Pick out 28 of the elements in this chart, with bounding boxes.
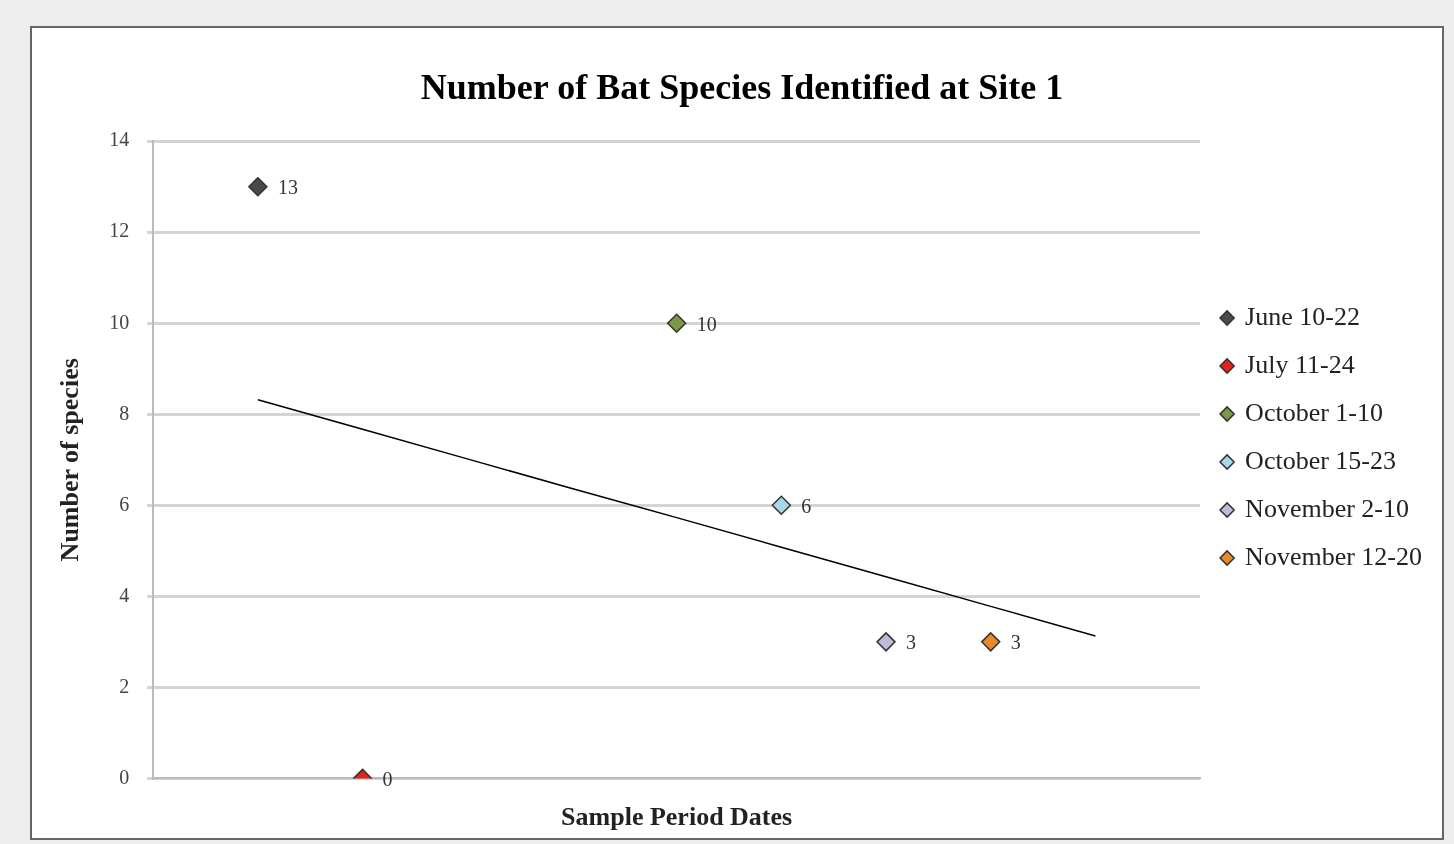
y-tick-label: 8 (119, 401, 130, 424)
point (248, 176, 268, 197)
y-tick-label: 0 (119, 765, 130, 788)
data-label: 13 (277, 175, 298, 198)
y-tick-label: 14 (109, 128, 130, 151)
x-axis-title: Sample Period Dates (561, 802, 793, 832)
legend-label: November 2-10 (1245, 493, 1410, 523)
point (771, 495, 792, 516)
data-label: 10 (696, 312, 717, 335)
point (876, 632, 896, 652)
data-label: 0 (382, 767, 393, 790)
data-label: 3 (906, 631, 917, 654)
chart-title: Number of Bat Species Identified at Site 1 (420, 66, 1064, 107)
data-label: 3 (1010, 631, 1021, 654)
legend-label: October 15-23 (1245, 445, 1397, 475)
legend-label: June 10-22 (1245, 301, 1360, 331)
y-tick-label: 10 (109, 310, 130, 333)
y-tick-label: 4 (119, 583, 130, 606)
y-axis-title: Number of species (55, 358, 85, 562)
legend-label: October 1-10 (1245, 397, 1384, 427)
point (666, 313, 687, 334)
legend-label: July 11-24 (1245, 349, 1355, 379)
y-tick-label: 2 (119, 674, 130, 697)
y-tick-label: 6 (119, 492, 130, 515)
legend-label: November 12-20 (1245, 541, 1423, 571)
data-label: 6 (801, 494, 812, 517)
point (980, 632, 1001, 652)
y-tick-label: 12 (109, 219, 130, 242)
